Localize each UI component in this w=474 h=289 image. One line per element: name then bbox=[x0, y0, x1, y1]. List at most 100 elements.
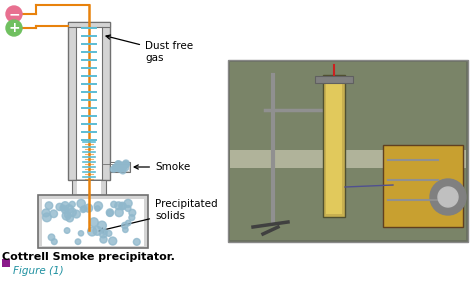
Circle shape bbox=[120, 168, 126, 174]
Bar bbox=[323, 75, 345, 217]
Circle shape bbox=[45, 202, 53, 209]
Circle shape bbox=[62, 212, 71, 220]
Text: Precipitated
solids: Precipitated solids bbox=[99, 199, 218, 232]
Bar bbox=[326, 78, 342, 214]
Circle shape bbox=[81, 206, 87, 212]
Circle shape bbox=[123, 227, 128, 232]
Circle shape bbox=[75, 239, 81, 244]
Circle shape bbox=[122, 222, 128, 229]
Circle shape bbox=[123, 162, 129, 168]
Bar bbox=[42, 199, 144, 246]
Circle shape bbox=[107, 210, 113, 216]
Circle shape bbox=[102, 229, 107, 234]
Circle shape bbox=[116, 165, 123, 172]
Circle shape bbox=[84, 204, 92, 212]
Circle shape bbox=[129, 215, 135, 221]
Circle shape bbox=[64, 228, 70, 233]
Circle shape bbox=[123, 160, 129, 166]
Bar bbox=[228, 60, 468, 242]
Circle shape bbox=[115, 208, 123, 217]
Circle shape bbox=[119, 162, 127, 170]
Circle shape bbox=[133, 238, 140, 245]
Bar bbox=[72, 180, 106, 195]
Text: −: − bbox=[8, 7, 20, 21]
Circle shape bbox=[42, 209, 50, 217]
Circle shape bbox=[66, 214, 73, 222]
Bar bbox=[68, 22, 110, 180]
Circle shape bbox=[119, 163, 125, 169]
Circle shape bbox=[77, 199, 85, 208]
Bar bbox=[230, 62, 466, 240]
Circle shape bbox=[100, 230, 107, 238]
Circle shape bbox=[68, 208, 76, 216]
Text: +: + bbox=[8, 21, 20, 35]
Circle shape bbox=[129, 209, 136, 216]
Circle shape bbox=[106, 209, 114, 216]
Text: Figure (1): Figure (1) bbox=[13, 266, 64, 276]
Circle shape bbox=[119, 164, 126, 171]
Circle shape bbox=[126, 220, 131, 226]
Circle shape bbox=[98, 221, 106, 230]
Circle shape bbox=[123, 162, 128, 168]
Circle shape bbox=[95, 206, 100, 211]
Bar bbox=[230, 150, 466, 168]
Circle shape bbox=[112, 164, 118, 170]
Bar bbox=[110, 162, 130, 172]
Circle shape bbox=[90, 218, 98, 227]
Circle shape bbox=[62, 207, 68, 213]
Circle shape bbox=[78, 231, 83, 236]
Circle shape bbox=[48, 234, 55, 240]
Circle shape bbox=[117, 161, 122, 166]
Circle shape bbox=[51, 239, 57, 244]
Circle shape bbox=[115, 165, 121, 171]
Bar bbox=[76, 22, 102, 179]
Circle shape bbox=[111, 201, 117, 208]
Circle shape bbox=[88, 227, 97, 236]
Circle shape bbox=[56, 203, 63, 211]
Bar bbox=[2, 259, 10, 267]
Circle shape bbox=[93, 227, 102, 235]
Circle shape bbox=[60, 205, 66, 211]
Circle shape bbox=[120, 203, 126, 209]
Circle shape bbox=[69, 201, 75, 208]
Text: Dust free
gas: Dust free gas bbox=[106, 35, 193, 63]
Circle shape bbox=[64, 212, 70, 218]
Circle shape bbox=[61, 202, 69, 210]
Circle shape bbox=[112, 166, 118, 172]
Bar bbox=[77, 181, 101, 194]
Bar bbox=[383, 145, 463, 227]
Circle shape bbox=[118, 202, 126, 210]
Circle shape bbox=[94, 202, 102, 210]
Bar bbox=[68, 22, 110, 27]
Circle shape bbox=[80, 206, 86, 212]
Circle shape bbox=[106, 230, 112, 236]
Bar bbox=[38, 195, 148, 248]
Bar bbox=[111, 163, 129, 171]
Circle shape bbox=[115, 161, 120, 166]
Circle shape bbox=[124, 199, 132, 207]
Circle shape bbox=[6, 20, 22, 36]
Circle shape bbox=[120, 162, 127, 169]
Circle shape bbox=[125, 205, 131, 212]
Circle shape bbox=[430, 179, 466, 215]
Circle shape bbox=[65, 205, 73, 213]
Circle shape bbox=[438, 187, 458, 207]
Circle shape bbox=[6, 6, 22, 22]
Circle shape bbox=[116, 162, 123, 170]
Text: Cottrell Smoke precipitator.: Cottrell Smoke precipitator. bbox=[2, 252, 175, 262]
Circle shape bbox=[114, 165, 119, 170]
Circle shape bbox=[124, 166, 128, 171]
Circle shape bbox=[109, 237, 117, 245]
Circle shape bbox=[50, 210, 57, 218]
Circle shape bbox=[73, 210, 81, 218]
Circle shape bbox=[113, 164, 119, 169]
Circle shape bbox=[120, 165, 126, 171]
Circle shape bbox=[43, 213, 51, 222]
Circle shape bbox=[100, 236, 107, 243]
Bar bbox=[315, 76, 353, 83]
Circle shape bbox=[123, 161, 128, 167]
Circle shape bbox=[115, 202, 122, 210]
Circle shape bbox=[116, 161, 120, 165]
Text: Smoke: Smoke bbox=[134, 162, 190, 172]
Circle shape bbox=[110, 166, 116, 172]
